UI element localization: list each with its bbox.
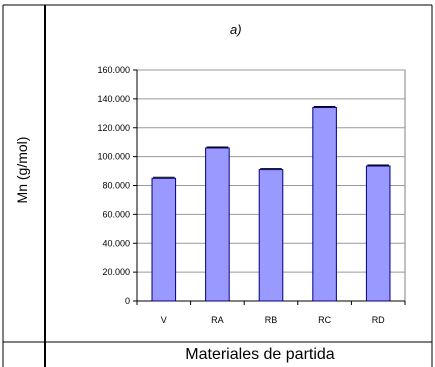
bar-rb [258, 169, 284, 302]
y-tick-label: 80.000 [102, 181, 130, 191]
y-tick-label: 40.000 [102, 238, 130, 248]
y-tick-label: 0 [125, 296, 130, 306]
x-axis-title: Materiales de partida [185, 346, 335, 363]
panel-label: a) [230, 22, 242, 37]
x-tick-label: V [161, 315, 167, 325]
y-tick-label: 120.000 [97, 123, 130, 133]
plot-area: 0 20.000 40.000 60.000 80.000 100.000 120.000 1… [97, 65, 406, 325]
x-tick-label: RA [211, 315, 224, 325]
bar-ra [205, 147, 230, 302]
x-tick-label: RD [372, 315, 385, 325]
y-tick-label: 100.000 [97, 152, 130, 162]
y-tick-label: 60.000 [102, 209, 130, 219]
y-tick-label: 160.000 [97, 65, 130, 75]
y-tick-label: 20.000 [102, 267, 130, 277]
x-tick-label: RC [318, 315, 331, 325]
y-tick-label: 140.000 [97, 94, 130, 104]
x-tick-label: RB [265, 315, 278, 325]
bar-rd [365, 165, 391, 302]
y-axis-title: Mn (g/mol) [14, 136, 30, 204]
bar-rc [312, 107, 337, 302]
bar-v [151, 177, 177, 302]
